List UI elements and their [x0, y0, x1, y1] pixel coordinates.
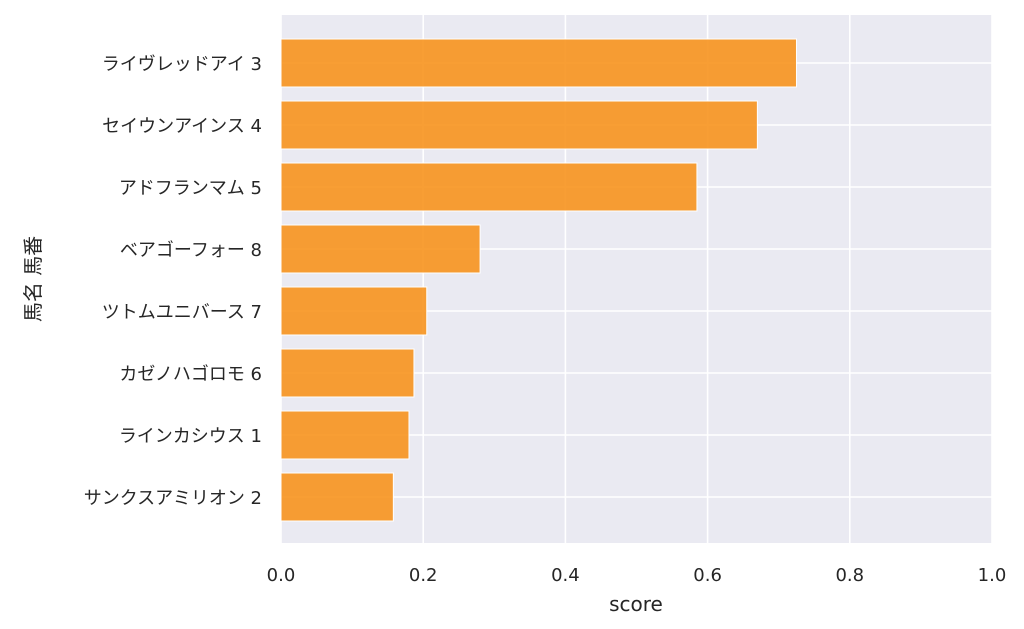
- bar: [280, 162, 698, 212]
- bar: [280, 348, 415, 398]
- bar: [280, 410, 410, 460]
- bar: [280, 100, 758, 150]
- y-tick-label: ツトムユニバース 7: [102, 302, 262, 323]
- y-axis-label: 馬名 馬番: [21, 236, 45, 322]
- bar: [280, 38, 797, 88]
- y-tick-label: ライヴレッドアイ 3: [102, 54, 262, 75]
- x-axis-label: score: [609, 592, 663, 616]
- x-tick-label: 0.8: [835, 565, 864, 586]
- y-tick-label: セイウンアインス 4: [102, 116, 262, 137]
- x-tick-label: 0.0: [267, 565, 296, 586]
- x-tick-label: 0.2: [409, 565, 438, 586]
- bar: [280, 472, 394, 522]
- plot-background: [281, 15, 992, 543]
- y-tick-label: サンクスアミリオン 2: [84, 488, 262, 509]
- bar: [280, 224, 481, 274]
- y-tick-label: ラインカシウス 1: [119, 426, 262, 447]
- x-tick-label: 0.6: [693, 565, 722, 586]
- bars: [280, 38, 797, 522]
- y-tick-label: ベアゴーフォー 8: [120, 240, 262, 261]
- y-tick-label: アドフランマム 5: [119, 178, 262, 199]
- x-tick-label: 0.4: [551, 565, 580, 586]
- bar: [280, 286, 428, 336]
- y-tick-label: カゼノハゴロモ 6: [119, 364, 262, 385]
- y-tick-labels: ライヴレッドアイ 3 セイウンアインス 4 アドフランマム 5 ベアゴーフォー 8 ツト…: [84, 54, 262, 509]
- x-tick-labels: 0.0 0.2 0.4 0.6 0.8 1.0: [267, 565, 1007, 586]
- x-tick-label: 1.0: [978, 565, 1007, 586]
